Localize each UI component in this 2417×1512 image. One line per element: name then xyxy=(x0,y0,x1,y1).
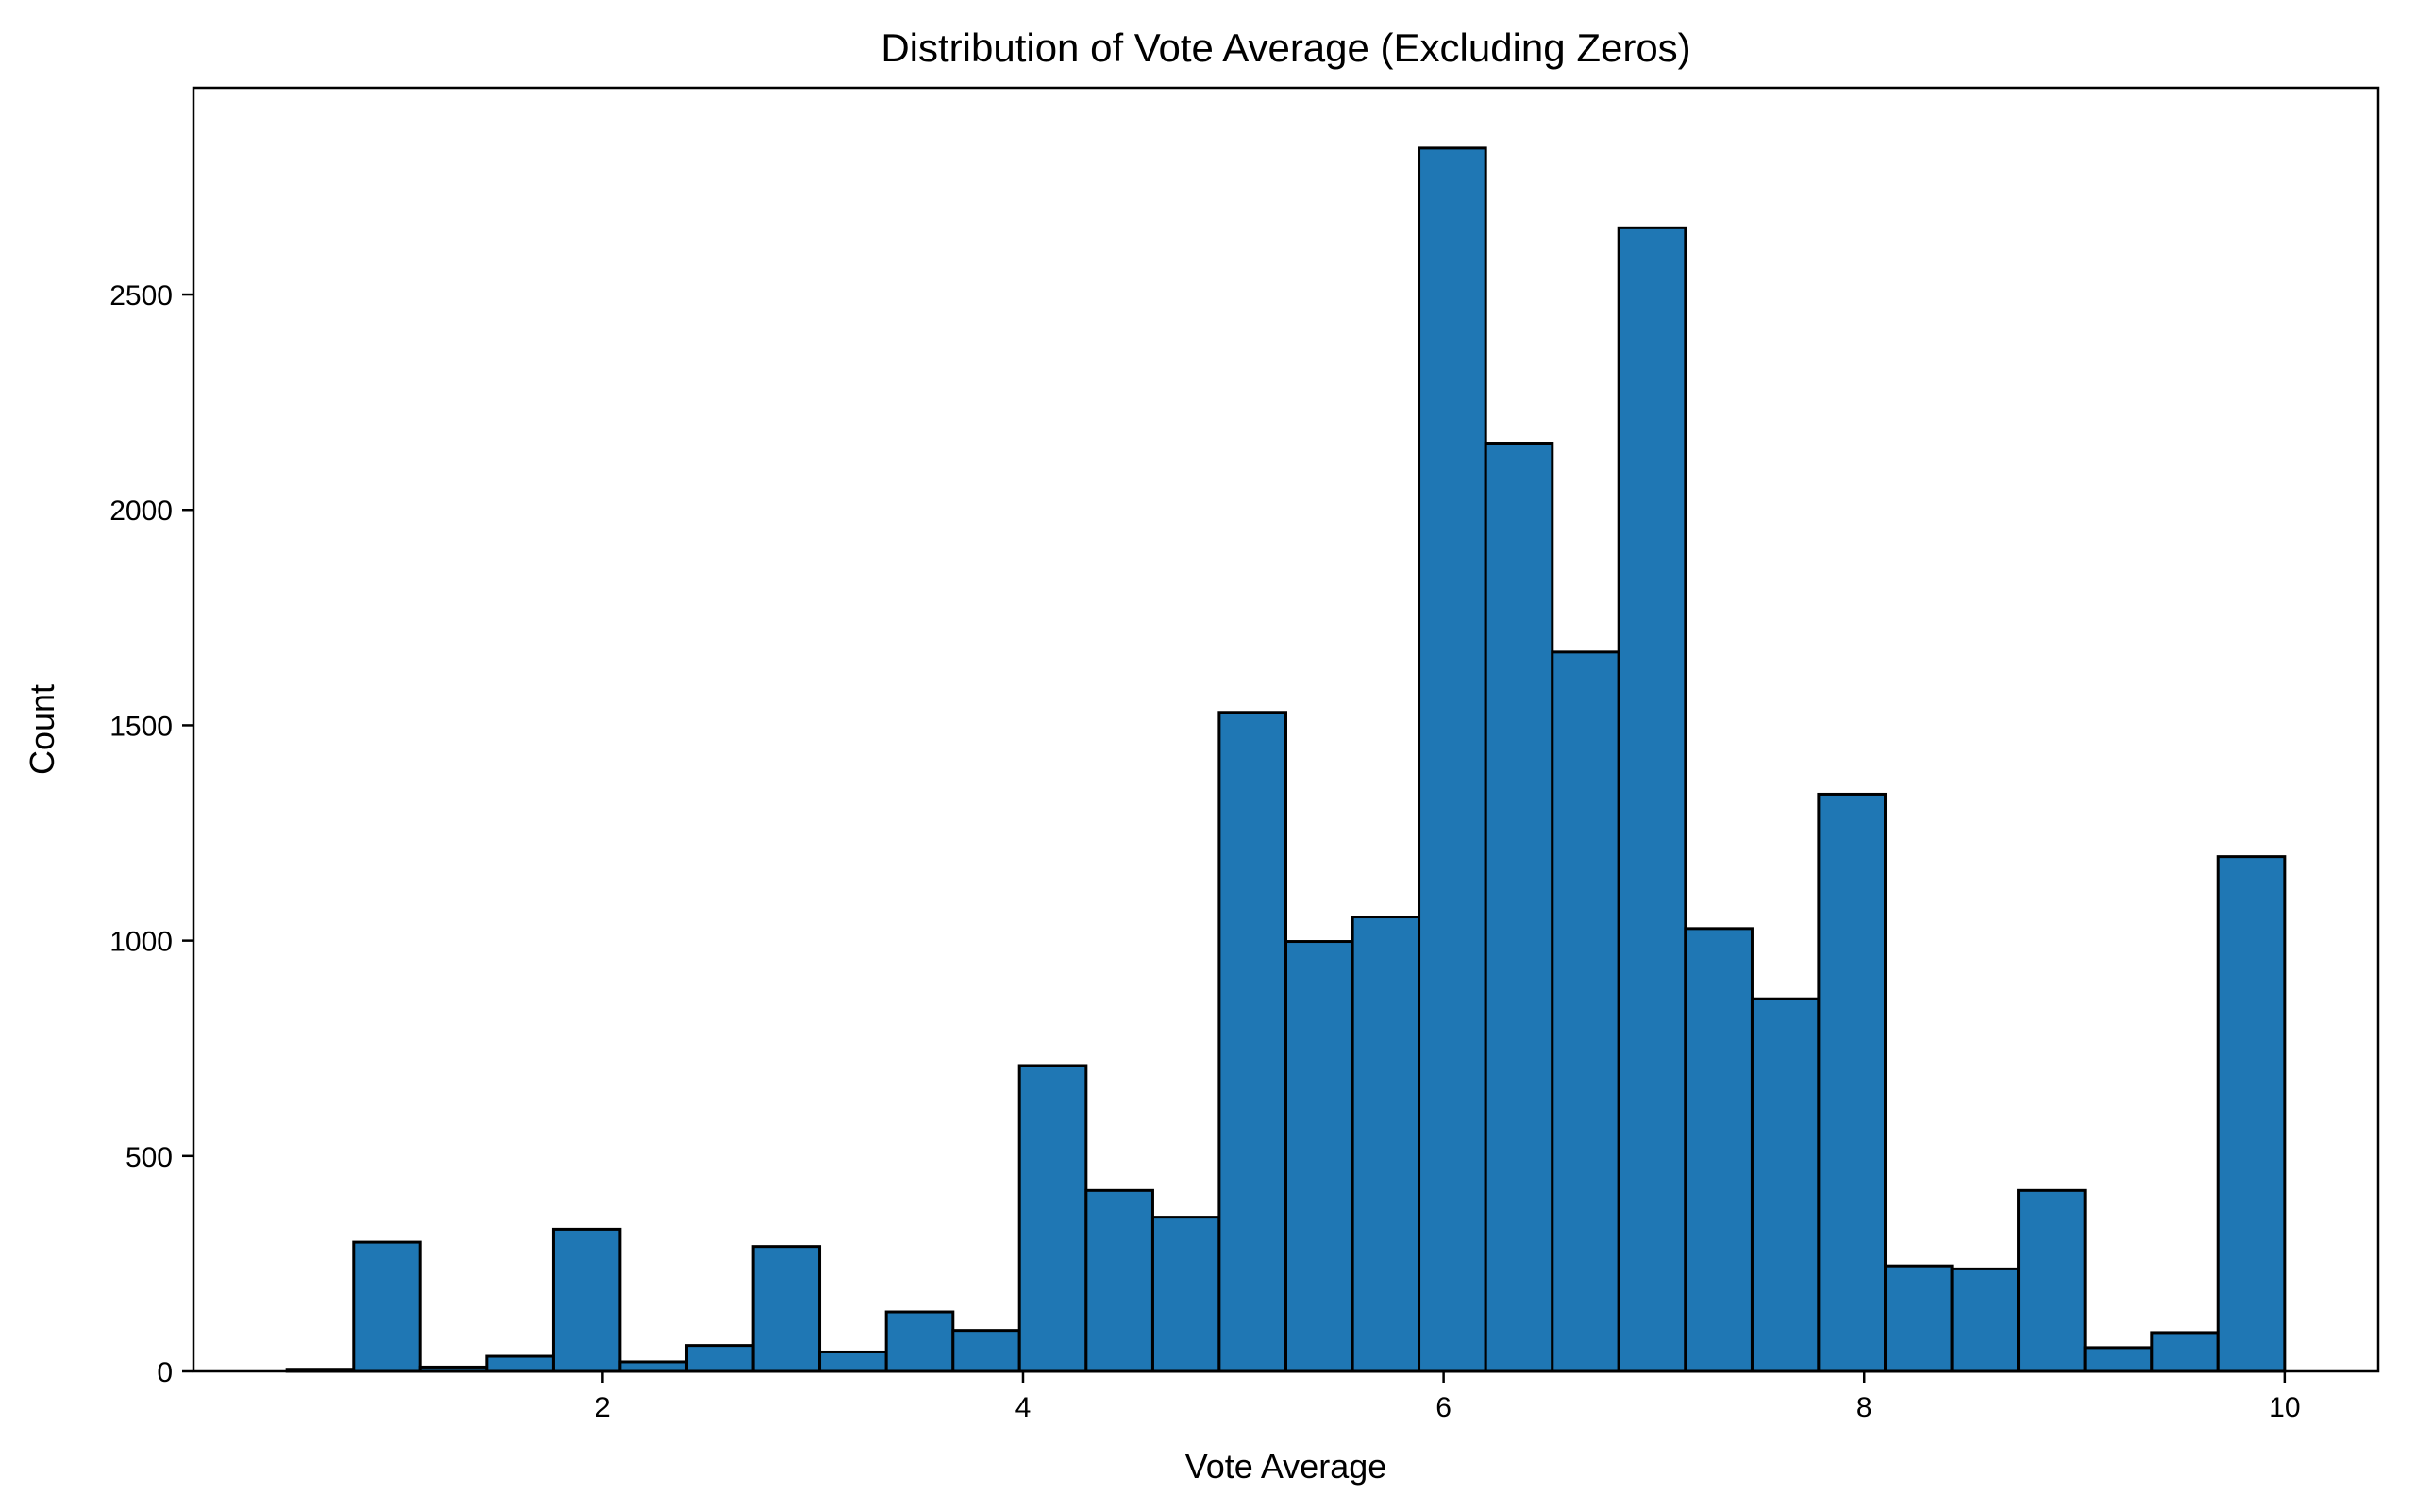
histogram-bar-29 xyxy=(2216,855,2287,1373)
histogram-bar-9 xyxy=(884,1310,955,1373)
histogram-bar-5 xyxy=(618,1360,688,1373)
y-tick-label: 1500 xyxy=(109,711,173,742)
histogram-bar-28 xyxy=(2150,1331,2220,1373)
histogram-bar-25 xyxy=(1950,1267,2021,1373)
histogram-bar-21 xyxy=(1684,927,1754,1373)
chart-title: Distribution of Vote Average (Excluding … xyxy=(881,25,1690,70)
x-axis-ticks: 2 4 6 8 10 xyxy=(595,1371,2301,1423)
x-tick-label: 10 xyxy=(2269,1392,2300,1423)
histogram-bar-22 xyxy=(1750,997,1821,1373)
histogram-bar-15 xyxy=(1284,940,1354,1373)
y-axis-label: Count xyxy=(23,684,61,775)
y-tick-label: 2000 xyxy=(109,496,173,527)
histogram-bar-10 xyxy=(951,1329,1021,1373)
histogram-bar-14 xyxy=(1217,711,1288,1373)
histogram-bar-23 xyxy=(1817,792,1888,1373)
y-axis-ticks: 0 500 1000 1500 2000 2500 xyxy=(109,280,193,1388)
histogram-bar-19 xyxy=(1551,650,1620,1373)
histogram-bar-16 xyxy=(1351,916,1421,1373)
x-axis-label: Vote Average xyxy=(1185,1447,1387,1486)
axes-frame xyxy=(192,86,2380,1373)
histogram-bar-24 xyxy=(1884,1264,1954,1373)
histogram-bar-1 xyxy=(352,1240,422,1373)
histogram-bar-26 xyxy=(2017,1188,2087,1373)
histogram-bar-11 xyxy=(1017,1064,1088,1373)
x-tick-label: 2 xyxy=(595,1392,611,1423)
histogram-bar-12 xyxy=(1084,1188,1154,1373)
histogram-bar-3 xyxy=(485,1354,555,1373)
histogram-bar-18 xyxy=(1484,442,1554,1373)
x-tick-label: 6 xyxy=(1435,1392,1452,1423)
histogram-bar-13 xyxy=(1150,1216,1221,1373)
y-tick-label: 0 xyxy=(157,1357,173,1388)
y-tick-label: 500 xyxy=(126,1142,173,1173)
x-tick-label: 8 xyxy=(1856,1392,1872,1423)
histogram-bar-27 xyxy=(2083,1346,2154,1373)
histogram-bar-17 xyxy=(1418,146,1487,1373)
histogram-bar-4 xyxy=(551,1227,622,1373)
histogram-bar-20 xyxy=(1617,226,1687,1373)
histogram-bar-7 xyxy=(751,1245,822,1373)
y-tick-label: 2500 xyxy=(109,280,173,311)
x-tick-label: 4 xyxy=(1015,1392,1032,1423)
y-tick-label: 1000 xyxy=(109,927,173,958)
histogram-bar-8 xyxy=(818,1350,888,1373)
histogram-bar-6 xyxy=(684,1344,755,1373)
